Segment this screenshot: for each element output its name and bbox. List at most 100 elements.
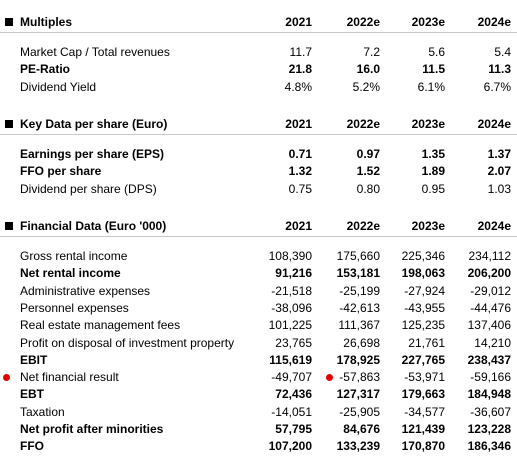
column-header: 2021 bbox=[285, 15, 312, 29]
row-label: Market Cap / Total revenues bbox=[20, 45, 170, 59]
header-rule bbox=[0, 32, 517, 33]
section-marker bbox=[5, 18, 13, 26]
cell-value: 16.0 bbox=[356, 62, 380, 77]
cell-value: 123,228 bbox=[467, 422, 511, 436]
row-label: Net rental income bbox=[20, 266, 121, 281]
cell-value: 111,367 bbox=[338, 318, 380, 333]
cell-value: 0.80 bbox=[356, 181, 380, 196]
cell-value: 21,761 bbox=[408, 335, 445, 350]
cell-value: 0.75 bbox=[288, 181, 312, 196]
cell-value: 133,239 bbox=[336, 439, 380, 454]
cell-value: 186,346 bbox=[467, 439, 511, 454]
cell-value: -25,905 bbox=[339, 404, 380, 419]
cell-value: -34,577 bbox=[404, 404, 445, 419]
row-label: Profit on disposal of investment propert… bbox=[20, 335, 235, 350]
cell-value: 137,406 bbox=[467, 318, 511, 333]
cell-value: 5.2% bbox=[352, 79, 380, 94]
cell-value: 11.7 bbox=[289, 45, 312, 59]
cell-value: 6.7% bbox=[483, 79, 511, 94]
cell-value: 238,437 bbox=[467, 352, 511, 367]
cell-value: 23,765 bbox=[275, 335, 312, 350]
cell-value: 91,216 bbox=[275, 266, 312, 281]
cell-value: 11.5 bbox=[422, 62, 445, 77]
cell-value: -57,863 bbox=[339, 370, 380, 385]
cell-value: 153,181 bbox=[336, 266, 380, 281]
row-label: Earnings per share (EPS) bbox=[20, 147, 165, 161]
row-label: EBT bbox=[20, 387, 44, 402]
cell-value: 1.37 bbox=[487, 147, 511, 161]
cell-value: 6.1% bbox=[417, 79, 445, 94]
cell-value: 11.3 bbox=[488, 62, 511, 77]
row-label: EBIT bbox=[20, 352, 48, 367]
row-label: Net profit after minorities bbox=[20, 422, 164, 436]
cell-value: -49,707 bbox=[271, 370, 312, 385]
row-label: Personnel expenses bbox=[20, 300, 129, 315]
section-title: Multiples bbox=[20, 15, 73, 29]
cell-value: 0.71 bbox=[288, 147, 312, 161]
cell-value: 7.2 bbox=[363, 45, 380, 59]
cell-value: -43,955 bbox=[404, 300, 445, 315]
cell-value: 107,200 bbox=[268, 439, 312, 454]
cell-value: 72,436 bbox=[275, 387, 312, 402]
cell-value: -59,166 bbox=[470, 370, 511, 385]
row-label: Taxation bbox=[20, 404, 65, 419]
row-label: Net financial result bbox=[20, 370, 119, 385]
row-label: FFO bbox=[20, 439, 44, 454]
section-title: Financial Data (Euro '000) bbox=[20, 219, 167, 233]
cell-value: 227,765 bbox=[401, 352, 445, 367]
section-marker bbox=[5, 120, 13, 128]
cell-value: 0.95 bbox=[421, 181, 445, 196]
cell-value: 184,948 bbox=[467, 387, 511, 402]
cell-value: 0.97 bbox=[356, 147, 380, 161]
cell-value: -36,607 bbox=[470, 404, 511, 419]
cell-value: 1.35 bbox=[421, 147, 445, 161]
cell-value: 26,698 bbox=[343, 335, 380, 350]
red-marker bbox=[3, 374, 10, 382]
row-label: Administrative expenses bbox=[20, 283, 151, 298]
section-marker bbox=[5, 222, 13, 230]
column-header: 2024e bbox=[477, 219, 511, 233]
cell-value: -29,012 bbox=[470, 283, 511, 298]
column-header: 2022e bbox=[346, 219, 380, 233]
cell-value: 14,210 bbox=[474, 335, 511, 350]
cell-value: 198,063 bbox=[401, 266, 445, 281]
column-header: 2022e bbox=[346, 117, 380, 131]
cell-value: 115,619 bbox=[269, 352, 312, 367]
cell-value: 127,317 bbox=[336, 387, 380, 402]
cell-value: 57,795 bbox=[275, 422, 312, 436]
cell-value: -21,518 bbox=[271, 283, 312, 298]
header-rule bbox=[0, 236, 517, 237]
cell-value: 179,663 bbox=[401, 387, 445, 402]
cell-value: -27,924 bbox=[404, 283, 445, 298]
red-marker bbox=[326, 374, 333, 382]
row-label: FFO per share bbox=[20, 164, 102, 179]
cell-value: 121,439 bbox=[401, 422, 445, 436]
cell-value: 5.6 bbox=[428, 45, 445, 59]
cell-value: -14,051 bbox=[271, 404, 312, 419]
column-header: 2023e bbox=[411, 219, 445, 233]
cell-value: 206,200 bbox=[467, 266, 511, 281]
column-header: 2024e bbox=[477, 117, 511, 131]
cell-value: 84,676 bbox=[343, 422, 380, 436]
row-label: Gross rental income bbox=[20, 249, 128, 263]
column-header: 2021 bbox=[285, 117, 312, 131]
cell-value: 234,112 bbox=[468, 249, 512, 263]
column-header: 2024e bbox=[477, 15, 511, 29]
cell-value: 225,346 bbox=[401, 249, 445, 263]
section-title: Key Data per share (Euro) bbox=[20, 117, 168, 131]
cell-value: -25,199 bbox=[339, 283, 380, 298]
cell-value: 1.03 bbox=[487, 181, 511, 196]
column-header: 2021 bbox=[285, 219, 312, 233]
cell-value: 4.8% bbox=[284, 79, 312, 94]
cell-value: -53,971 bbox=[404, 370, 445, 385]
column-header: 2023e bbox=[411, 117, 445, 131]
column-header: 2023e bbox=[411, 15, 445, 29]
cell-value: 101,225 bbox=[268, 318, 312, 333]
row-label: Dividend Yield bbox=[20, 79, 97, 94]
cell-value: 178,925 bbox=[336, 352, 380, 367]
cell-value: 1.89 bbox=[421, 164, 445, 179]
row-label: Real estate management fees bbox=[20, 318, 181, 333]
cell-value: 1.32 bbox=[288, 164, 312, 179]
cell-value: -42,613 bbox=[339, 300, 380, 315]
